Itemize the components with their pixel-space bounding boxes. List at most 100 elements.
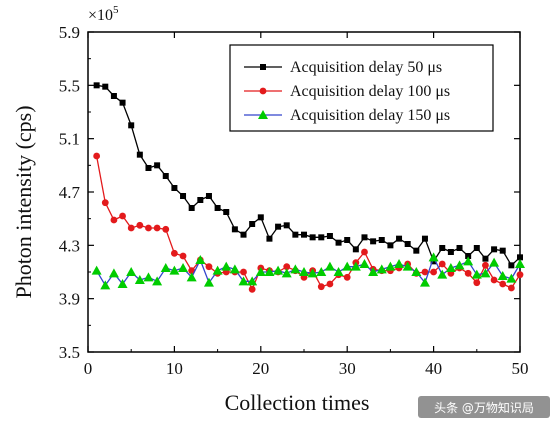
- data-point: [387, 242, 394, 249]
- data-point: [404, 241, 411, 247]
- data-point: [231, 226, 238, 233]
- data-point: [343, 273, 351, 281]
- y-multiplier-base: ×10: [88, 7, 113, 24]
- data-point: [430, 268, 437, 276]
- data-point: [136, 151, 143, 158]
- y-tick-label: 4.3: [59, 236, 80, 255]
- data-point: [437, 269, 448, 279]
- data-point: [411, 267, 422, 276]
- series-2: [93, 152, 524, 293]
- data-point: [316, 267, 327, 276]
- legend-box: [229, 44, 494, 132]
- data-point: [283, 222, 290, 229]
- data-point: [255, 267, 266, 276]
- data-point: [91, 265, 102, 275]
- watermark-text: 头条 @万物知识局: [434, 401, 534, 415]
- legend-marker: [259, 87, 267, 95]
- data-point: [93, 152, 101, 160]
- data-point: [508, 262, 515, 269]
- data-point: [108, 268, 119, 278]
- data-point: [361, 248, 368, 256]
- legend-label: Acquisition delay 50 μs: [290, 59, 442, 76]
- data-point: [195, 255, 206, 264]
- data-point: [464, 269, 472, 277]
- data-point: [344, 237, 351, 243]
- data-point: [229, 264, 240, 274]
- legend: Acquisition delay 50 μs Acquisition delay…: [229, 44, 494, 132]
- x-axis-title: Collection times: [225, 390, 370, 415]
- data-point: [309, 234, 316, 241]
- y-multiplier-exponent: 5: [113, 4, 119, 16]
- data-point: [186, 272, 197, 282]
- data-point: [203, 277, 214, 287]
- data-point: [394, 259, 405, 268]
- x-tick-label: 0: [84, 359, 93, 378]
- data-point: [506, 273, 517, 283]
- legend-marker: [258, 110, 268, 119]
- data-point: [180, 193, 187, 199]
- data-point: [499, 280, 507, 288]
- data-point: [205, 263, 213, 271]
- data-point: [413, 247, 420, 254]
- y-tick-label: 3.5: [59, 343, 80, 362]
- data-point: [402, 261, 413, 271]
- data-point: [145, 224, 152, 232]
- data-point: [273, 265, 284, 275]
- data-point: [152, 276, 163, 286]
- data-point: [249, 221, 256, 227]
- data-point: [445, 263, 456, 272]
- data-point: [145, 165, 152, 171]
- data-point: [465, 253, 472, 259]
- data-point: [110, 216, 118, 224]
- data-point: [238, 276, 249, 286]
- data-point: [188, 267, 196, 275]
- data-point: [491, 246, 498, 253]
- data-point: [101, 199, 109, 207]
- x-tick-label: 50: [512, 359, 529, 378]
- data-point: [471, 269, 482, 279]
- data-point: [247, 276, 258, 286]
- data-point: [178, 263, 189, 272]
- data-point: [257, 214, 264, 221]
- data-point: [223, 209, 230, 215]
- data-point: [419, 277, 430, 287]
- data-point: [317, 283, 325, 291]
- series-line: [96, 255, 521, 287]
- data-point: [119, 99, 126, 106]
- data-point: [119, 212, 126, 220]
- data-point: [283, 263, 291, 271]
- x-tick-label: 40: [425, 359, 442, 378]
- data-point: [515, 259, 525, 268]
- data-point: [128, 122, 135, 129]
- y-tick-label: 5.1: [59, 130, 80, 149]
- data-point: [179, 252, 187, 260]
- data-point: [154, 162, 161, 169]
- y-multiplier-label: ×105: [88, 4, 119, 24]
- data-point: [499, 247, 506, 254]
- data-point: [326, 233, 333, 239]
- data-point: [352, 246, 359, 253]
- data-point: [162, 225, 170, 233]
- data-point: [447, 249, 454, 255]
- data-point: [439, 245, 446, 251]
- data-point: [463, 256, 474, 266]
- data-point: [169, 265, 180, 275]
- legend-label: Acquisition delay 150 μs: [290, 107, 450, 124]
- watermark: 头条 @万物知识局: [418, 396, 550, 418]
- data-point: [428, 252, 439, 262]
- data-point: [359, 259, 370, 268]
- data-point: [376, 264, 387, 274]
- data-point: [240, 268, 247, 276]
- legend-entry: Acquisition delay 50 μs: [244, 59, 442, 76]
- data-point: [517, 254, 523, 261]
- data-point: [93, 82, 100, 89]
- data-point: [160, 263, 171, 272]
- data-point: [171, 185, 178, 191]
- data-point: [221, 261, 232, 271]
- data-point: [516, 271, 524, 279]
- y-tick-label: 5.5: [59, 76, 80, 95]
- legend-marker: [260, 64, 266, 70]
- data-point: [281, 268, 292, 278]
- data-point: [438, 260, 446, 268]
